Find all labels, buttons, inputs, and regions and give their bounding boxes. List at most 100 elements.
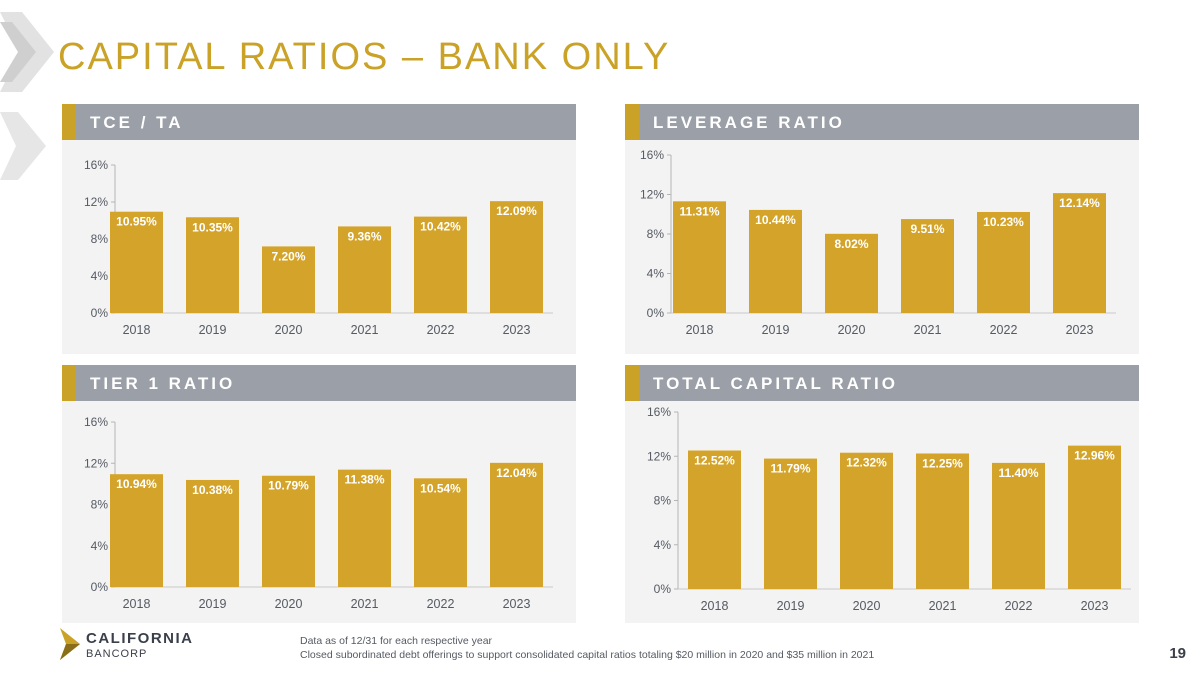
panel-title-leverage: LEVERAGE RATIO	[653, 113, 845, 132]
data-label: 10.44%	[755, 213, 796, 227]
panel-header: LEVERAGE RATIO	[625, 104, 1139, 140]
y-tick-label: 8%	[91, 232, 109, 246]
bar	[1068, 445, 1121, 589]
data-label: 10.54%	[420, 481, 461, 495]
page-number: 19	[1169, 645, 1186, 662]
logo-name: CALIFORNIA	[86, 630, 194, 647]
y-tick-label: 16%	[640, 148, 664, 162]
data-label: 11.31%	[679, 204, 719, 218]
bar	[186, 479, 239, 587]
panel-tce: TCE / TA 0% 4% 8% 12% 16% 10.95% 2018 10.35% 201…	[62, 104, 576, 354]
data-label: 10.94%	[116, 477, 157, 491]
bar	[414, 478, 467, 587]
data-label: 12.32%	[846, 456, 887, 470]
x-tick-label: 2020	[275, 597, 303, 611]
y-tick-label: 8%	[647, 227, 665, 241]
chart-tier1: 0% 4% 8% 12% 16% 10.94% 2018 10.38% 2019 10.79% 20…	[84, 415, 553, 611]
x-tick-label: 2021	[914, 323, 942, 337]
x-tick-label: 2022	[427, 597, 455, 611]
panel-accent	[62, 104, 76, 140]
data-label: 12.04%	[496, 466, 537, 480]
x-tick-label: 2018	[686, 323, 714, 337]
bar	[825, 233, 878, 313]
y-tick-label: 8%	[91, 498, 109, 512]
logo-mark-icon	[60, 628, 80, 660]
bar	[977, 211, 1030, 313]
y-tick-label: 12%	[84, 195, 108, 209]
x-tick-label: 2023	[1066, 323, 1094, 337]
x-tick-label: 2019	[762, 323, 790, 337]
bar	[764, 458, 817, 589]
x-tick-label: 2021	[929, 599, 957, 613]
x-tick-label: 2018	[123, 597, 151, 611]
data-label: 9.36%	[347, 229, 381, 243]
decorative-chevrons	[0, 12, 54, 180]
x-tick-label: 2021	[351, 597, 379, 611]
bar	[338, 469, 391, 587]
y-tick-label: 12%	[84, 456, 108, 470]
bar	[414, 216, 467, 313]
data-label: 10.79%	[268, 479, 309, 493]
x-tick-label: 2022	[990, 323, 1018, 337]
y-tick-label: 0%	[91, 580, 109, 594]
x-tick-label: 2023	[1081, 599, 1109, 613]
data-label: 10.23%	[983, 215, 1024, 229]
y-tick-label: 12%	[647, 449, 671, 463]
bar	[490, 201, 543, 313]
panel-header: TIER 1 RATIO	[62, 365, 576, 401]
x-tick-label: 2022	[1005, 599, 1033, 613]
x-tick-label: 2022	[427, 323, 455, 337]
panel-title-total: TOTAL CAPITAL RATIO	[653, 374, 898, 393]
bar	[840, 452, 893, 589]
panel-title-tier1: TIER 1 RATIO	[90, 374, 236, 393]
panel-title-tce: TCE / TA	[90, 113, 184, 132]
footnote-2: Closed subordinated debt offerings to su…	[300, 649, 875, 661]
bar	[262, 246, 315, 313]
bar	[749, 209, 802, 313]
panel-header: TCE / TA	[62, 104, 576, 140]
data-label: 10.38%	[192, 483, 233, 497]
bar	[186, 217, 239, 313]
bar	[490, 462, 543, 587]
y-tick-label: 4%	[654, 538, 672, 552]
bar	[992, 462, 1045, 589]
y-tick-label: 4%	[91, 539, 109, 553]
y-tick-label: 4%	[91, 269, 109, 283]
x-tick-label: 2018	[701, 599, 729, 613]
bar	[916, 453, 969, 589]
x-tick-label: 2018	[123, 323, 151, 337]
data-label: 7.20%	[271, 249, 305, 263]
y-tick-label: 0%	[647, 306, 665, 320]
y-tick-label: 4%	[647, 267, 665, 281]
data-label: 10.95%	[116, 215, 157, 229]
data-label: 12.14%	[1059, 196, 1100, 210]
data-label: 11.38%	[344, 473, 384, 487]
page-title: CAPITAL RATIOS – BANK ONLY	[58, 36, 671, 78]
bar	[338, 226, 391, 313]
data-label: 10.42%	[420, 220, 461, 234]
bar	[262, 475, 315, 587]
x-tick-label: 2019	[199, 323, 227, 337]
bar	[673, 201, 726, 313]
bar	[901, 219, 954, 313]
x-tick-label: 2019	[777, 599, 805, 613]
data-label: 11.79%	[770, 462, 810, 476]
panel-accent	[625, 104, 639, 140]
x-tick-label: 2019	[199, 597, 227, 611]
panel-total: TOTAL CAPITAL RATIO 0% 4% 8% 12% 16% 12.52% 20…	[625, 365, 1139, 623]
y-tick-label: 16%	[84, 158, 108, 172]
y-tick-label: 0%	[91, 306, 109, 320]
bar	[688, 450, 741, 589]
x-tick-label: 2023	[503, 323, 531, 337]
y-tick-label: 12%	[640, 188, 664, 202]
x-tick-label: 2020	[853, 599, 881, 613]
chart-total: 0% 4% 8% 12% 16% 12.52% 2018 11.79% 2019 12.32% 20…	[647, 405, 1131, 613]
bar	[110, 211, 163, 313]
data-label: 12.52%	[694, 453, 735, 467]
footnote-1: Data as of 12/31 for each respective yea…	[300, 635, 493, 647]
x-tick-label: 2023	[503, 597, 531, 611]
logo-sub: BANCORP	[86, 648, 148, 660]
data-label: 9.51%	[910, 222, 944, 236]
data-label: 8.02%	[834, 237, 868, 251]
data-label: 10.35%	[192, 220, 233, 234]
